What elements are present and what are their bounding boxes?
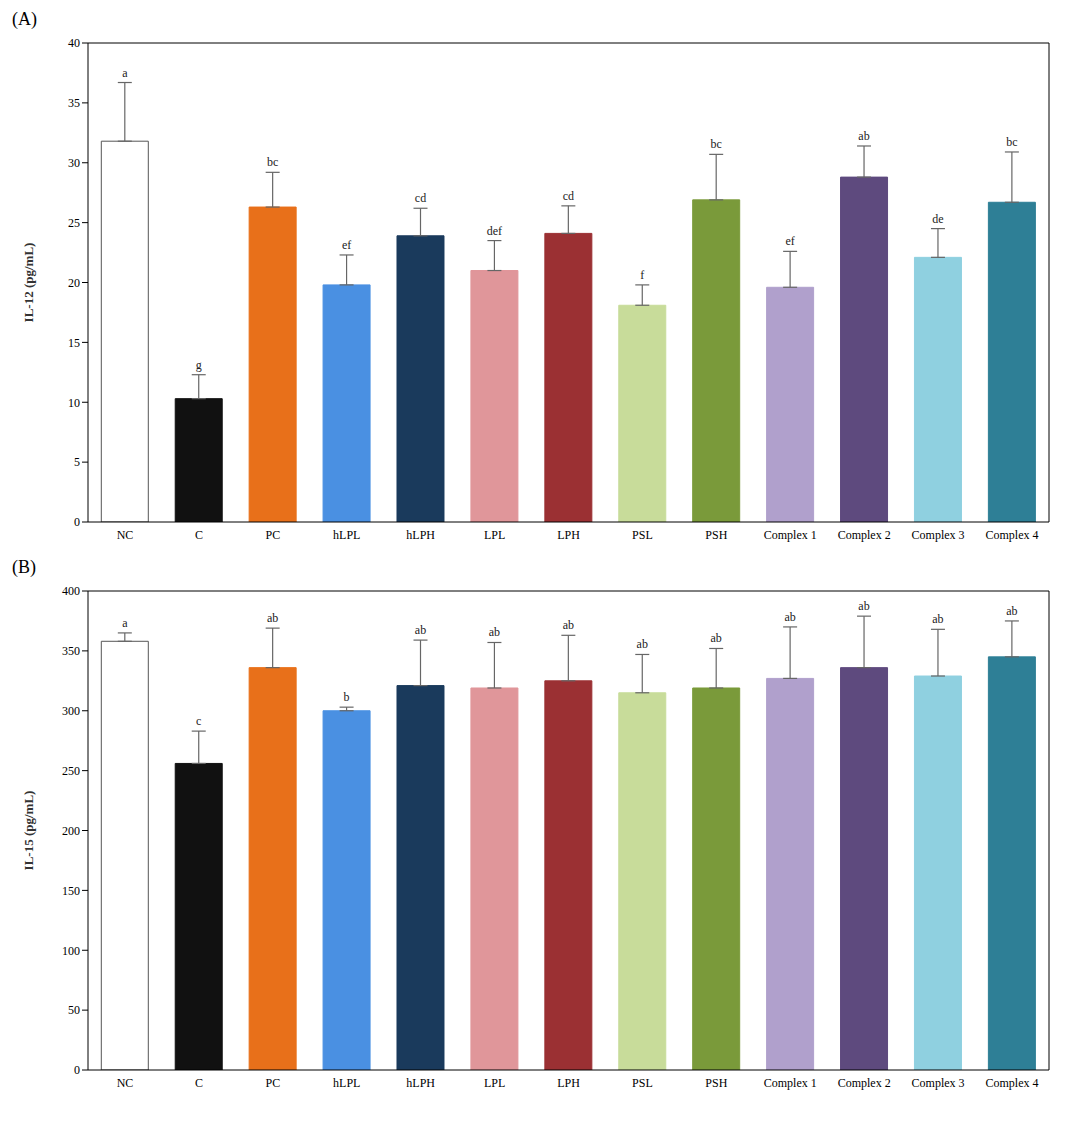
svg-text:200: 200 xyxy=(62,824,80,838)
svg-text:Complex 2: Complex 2 xyxy=(838,528,891,542)
svg-text:Complex 3: Complex 3 xyxy=(912,1076,965,1090)
svg-text:NC: NC xyxy=(117,528,134,542)
svg-text:de: de xyxy=(932,212,943,226)
svg-text:PSL: PSL xyxy=(632,528,653,542)
svg-text:300: 300 xyxy=(62,704,80,718)
svg-text:ab: ab xyxy=(1006,604,1017,618)
svg-text:ab: ab xyxy=(784,610,795,624)
svg-text:400: 400 xyxy=(62,584,80,598)
svg-text:ab: ab xyxy=(637,637,648,651)
svg-text:PSL: PSL xyxy=(632,1076,653,1090)
svg-text:10: 10 xyxy=(68,396,80,410)
svg-text:ef: ef xyxy=(785,234,794,248)
svg-text:a: a xyxy=(122,66,128,80)
html-text:(A): (A) xyxy=(12,9,37,29)
svg-text:350: 350 xyxy=(62,644,80,658)
svg-text:Complex 4: Complex 4 xyxy=(986,528,1039,542)
svg-text:Complex 1: Complex 1 xyxy=(764,528,817,542)
svg-text:hLPH: hLPH xyxy=(406,1076,435,1090)
svg-text:Complex 3: Complex 3 xyxy=(912,528,965,542)
svg-text:ab: ab xyxy=(489,625,500,639)
svg-text:bc: bc xyxy=(1006,135,1017,149)
svg-text:C: C xyxy=(195,1076,203,1090)
svg-text:c: c xyxy=(196,714,201,728)
svg-text:50: 50 xyxy=(68,1003,80,1017)
svg-text:hLPL: hLPL xyxy=(333,528,360,542)
svg-text:hLPH: hLPH xyxy=(406,528,435,542)
svg-text:cd: cd xyxy=(563,189,574,203)
svg-text:Complex 1: Complex 1 xyxy=(764,1076,817,1090)
svg-text:LPH: LPH xyxy=(557,1076,580,1090)
svg-text:25: 25 xyxy=(68,216,80,230)
svg-text:250: 250 xyxy=(62,764,80,778)
svg-text:PC: PC xyxy=(265,528,280,542)
svg-text:C: C xyxy=(195,528,203,542)
svg-text:ab: ab xyxy=(563,618,574,632)
svg-text:LPL: LPL xyxy=(484,528,505,542)
svg-text:ab: ab xyxy=(415,623,426,637)
svg-text:ef: ef xyxy=(342,238,351,252)
svg-text:15: 15 xyxy=(68,336,80,350)
svg-text:ab: ab xyxy=(858,129,869,143)
svg-text:ab: ab xyxy=(267,611,278,625)
svg-text:35: 35 xyxy=(68,96,80,110)
svg-text:100: 100 xyxy=(62,944,80,958)
svg-text:40: 40 xyxy=(68,36,80,50)
svg-text:LPL: LPL xyxy=(484,1076,505,1090)
svg-text:IL-15 (pg/mL): IL-15 (pg/mL) xyxy=(21,791,36,871)
html-text:(B): (B) xyxy=(12,557,36,577)
svg-text:ab: ab xyxy=(932,612,943,626)
svg-text:PSH: PSH xyxy=(705,1076,727,1090)
svg-text:Complex 2: Complex 2 xyxy=(838,1076,891,1090)
svg-text:ab: ab xyxy=(711,631,722,645)
svg-text:f: f xyxy=(640,268,644,282)
svg-text:PSH: PSH xyxy=(705,528,727,542)
svg-text:g: g xyxy=(196,358,202,372)
svg-text:b: b xyxy=(344,690,350,704)
svg-text:IL-12 (pg/mL): IL-12 (pg/mL) xyxy=(21,243,36,323)
svg-text:0: 0 xyxy=(74,515,80,529)
svg-text:def: def xyxy=(487,224,502,238)
svg-text:150: 150 xyxy=(62,884,80,898)
svg-text:0: 0 xyxy=(74,1063,80,1077)
svg-text:bc: bc xyxy=(267,155,278,169)
svg-text:NC: NC xyxy=(117,1076,134,1090)
svg-text:5: 5 xyxy=(74,455,80,469)
svg-text:a: a xyxy=(122,616,128,630)
svg-text:hLPL: hLPL xyxy=(333,1076,360,1090)
svg-text:30: 30 xyxy=(68,156,80,170)
svg-text:ab: ab xyxy=(858,599,869,613)
svg-text:cd: cd xyxy=(415,191,426,205)
svg-text:20: 20 xyxy=(68,276,80,290)
svg-text:Complex 4: Complex 4 xyxy=(986,1076,1039,1090)
svg-text:PC: PC xyxy=(265,1076,280,1090)
svg-text:LPH: LPH xyxy=(557,528,580,542)
svg-text:bc: bc xyxy=(711,137,722,151)
